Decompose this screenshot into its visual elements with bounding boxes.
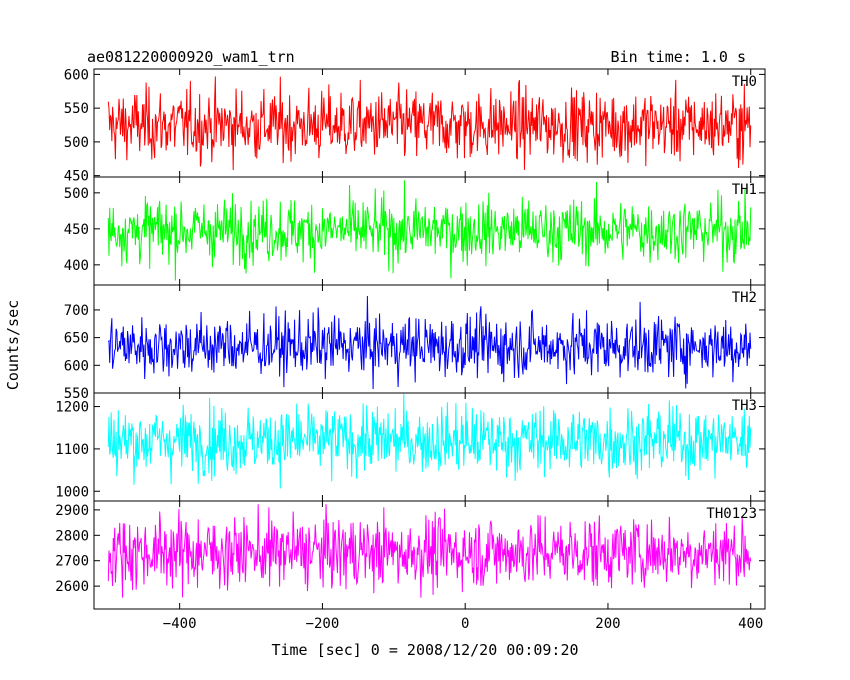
y-tick-label: 600 — [64, 67, 89, 83]
series-th1 — [107, 180, 752, 281]
panel-label: TH1 — [732, 182, 757, 198]
series-th3 — [107, 393, 752, 489]
chart-title: ae081220000920_wam1_trn — [87, 48, 295, 66]
y-tick-label: 1000 — [55, 484, 89, 500]
y-tick-label: 400 — [64, 258, 89, 274]
panel-th3: 1000 1100 1200 TH3 — [55, 392, 766, 502]
y-tick-label: 1100 — [55, 442, 89, 458]
y-tick-label: 600 — [64, 358, 89, 374]
panel-label: TH0 — [732, 74, 757, 90]
y-tick-label: 700 — [64, 303, 89, 319]
y-tick-label: 2900 — [55, 503, 89, 519]
series-th0 — [107, 76, 752, 170]
x-tick-label: −200 — [306, 616, 340, 632]
panel-th2: 550 600 650 700 TH2 — [64, 284, 766, 402]
y-tick-label: 450 — [64, 169, 89, 185]
y-tick-label: 1200 — [55, 400, 89, 416]
panel-th0: 450 500 550 600 TH0 — [64, 67, 766, 185]
panel-th1: 400 450 500 TH1 — [64, 176, 766, 286]
y-tick-label: 550 — [64, 101, 89, 117]
x-tick-label: 0 — [461, 616, 469, 632]
y-tick-label: 650 — [64, 331, 89, 347]
y-tick-label: 550 — [64, 386, 89, 402]
x-tick-label: 400 — [738, 616, 763, 632]
panel-label: TH0123 — [706, 506, 757, 522]
y-tick-label: 500 — [64, 135, 89, 151]
panel-frame — [93, 500, 766, 610]
x-axis-label: Time [sec] 0 = 2008/12/20 00:09:20 — [271, 641, 578, 659]
x-tick-label: 200 — [595, 616, 620, 632]
y-tick-label: 450 — [64, 222, 89, 238]
panel-label: TH2 — [732, 290, 757, 306]
y-tick-label: 2600 — [55, 579, 89, 595]
y-tick-label: 2800 — [55, 528, 89, 544]
x-tick-label: −400 — [163, 616, 197, 632]
bin-time-label: Bin time: 1.0 s — [611, 48, 746, 66]
panel-label: TH3 — [732, 398, 757, 414]
y-axis-label: Counts/sec — [4, 300, 22, 390]
y-tick-label: 500 — [64, 186, 89, 202]
y-tick-label: 2700 — [55, 554, 89, 570]
series-th2 — [107, 296, 752, 390]
series-th0123 — [107, 504, 752, 598]
panel-th0123: 2600 2700 2800 2900 TH0123 — [55, 500, 766, 610]
